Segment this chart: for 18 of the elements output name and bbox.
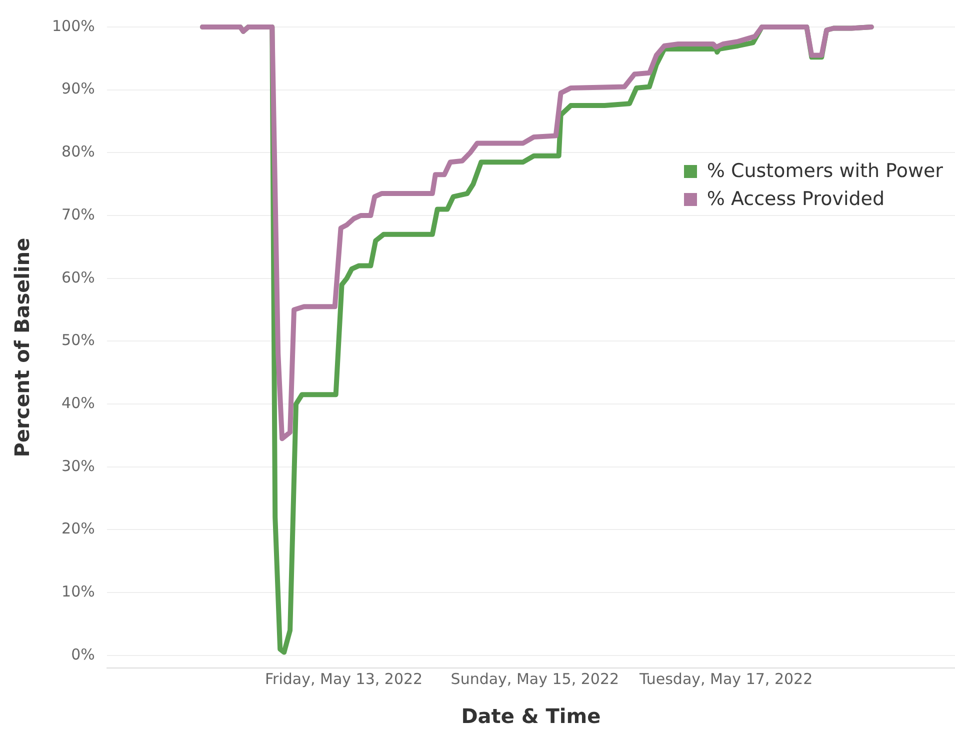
- legend-label: % Customers with Power: [706, 160, 943, 182]
- y-tick-label: 80%: [62, 142, 95, 161]
- legend-label: % Access Provided: [706, 188, 885, 210]
- y-tick-label: 50%: [62, 331, 95, 350]
- y-tick-label: 10%: [62, 582, 95, 600]
- y-tick-label: 60%: [62, 268, 95, 286]
- y-tick-label: 40%: [62, 394, 95, 412]
- x-tick-label: Friday, May 13, 2022: [265, 670, 423, 688]
- y-axis-title: Percent of Baseline: [10, 238, 34, 458]
- x-tick-label: Tuesday, May 17, 2022: [638, 670, 813, 688]
- y-tick-label: 20%: [62, 520, 95, 538]
- y-tick-label: 100%: [52, 16, 95, 35]
- y-tick-label: 30%: [62, 456, 95, 475]
- y-tick-label: 70%: [62, 205, 95, 224]
- x-axis-title: Date & Time: [461, 704, 601, 728]
- x-tick-label: Sunday, May 15, 2022: [450, 670, 620, 688]
- y-tick-label: 90%: [62, 80, 95, 98]
- y-tick-label: 0%: [71, 645, 95, 664]
